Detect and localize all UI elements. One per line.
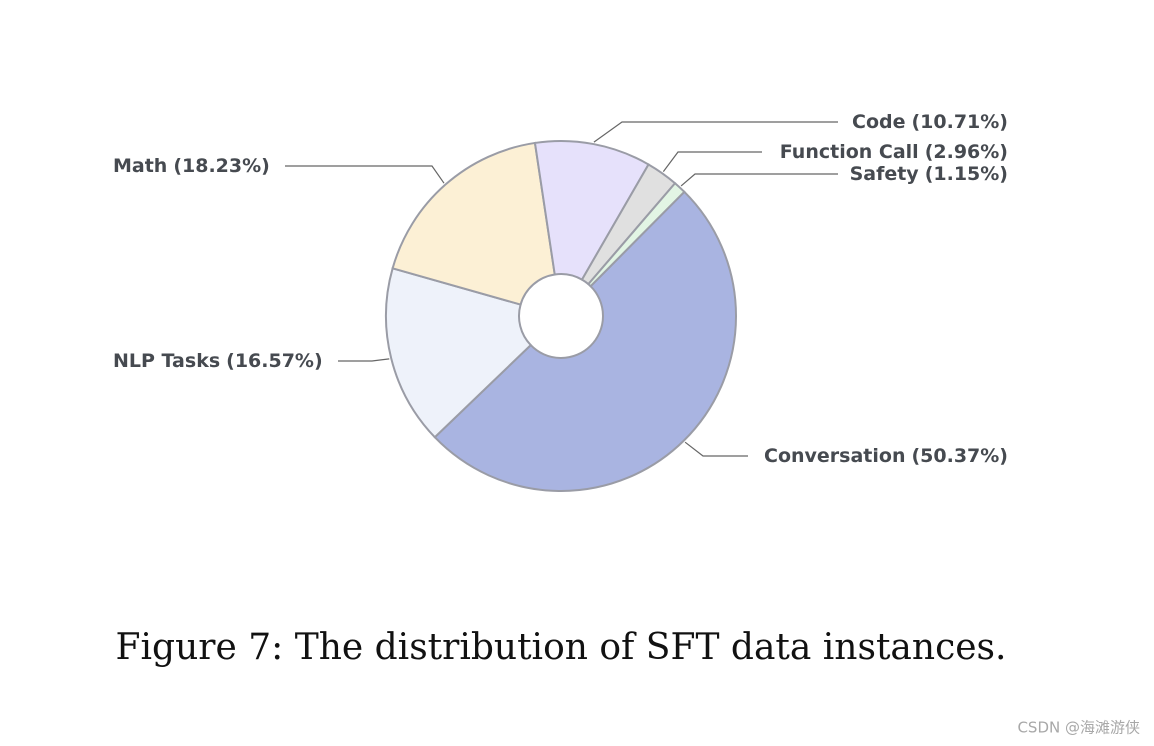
caption: Figure 7: The distribution of SFT data i… — [116, 627, 1007, 668]
leader-line — [662, 151, 762, 172]
pie-slice — [533, 140, 650, 281]
slice-label: Code (10.71%) — [852, 111, 1008, 133]
pie-slice — [586, 181, 686, 288]
watermark: CSDN @海滩游侠 — [1017, 719, 1140, 737]
leader-line — [680, 173, 838, 187]
slice-name: Math — [113, 155, 167, 177]
pie-slice — [433, 190, 737, 492]
pie-slice — [385, 267, 533, 439]
slice-name: NLP Tasks — [113, 350, 220, 372]
slice-name: Code — [852, 111, 905, 133]
slice-value: (16.57%) — [226, 350, 323, 372]
slice-name: Function Call — [780, 141, 919, 163]
leader-line — [338, 358, 390, 362]
slice-label: Conversation (50.37%) — [764, 445, 1008, 467]
labels: Conversation (50.37%) NLP Tasks (16.57%) Mat… — [113, 111, 1008, 467]
pie — [385, 140, 737, 492]
slice-label: Safety (1.15%) — [850, 163, 1008, 185]
leader-line — [684, 441, 748, 457]
slice-name: Conversation — [764, 445, 905, 467]
slice-label: NLP Tasks (16.57%) — [113, 350, 323, 372]
slice-value: (50.37%) — [911, 445, 1008, 467]
pie-slice — [391, 141, 556, 306]
slice-label: Math (18.23%) — [113, 155, 270, 177]
slice-value: (10.71%) — [911, 111, 1008, 133]
slice-value: (1.15%) — [925, 163, 1008, 185]
slice-value: (18.23%) — [173, 155, 270, 177]
slice-name: Safety — [850, 163, 920, 185]
slice-label: Function Call (2.96%) — [780, 141, 1008, 163]
slice-value: (2.96%) — [925, 141, 1008, 163]
leader-line — [285, 165, 445, 184]
leader-line — [593, 121, 838, 143]
